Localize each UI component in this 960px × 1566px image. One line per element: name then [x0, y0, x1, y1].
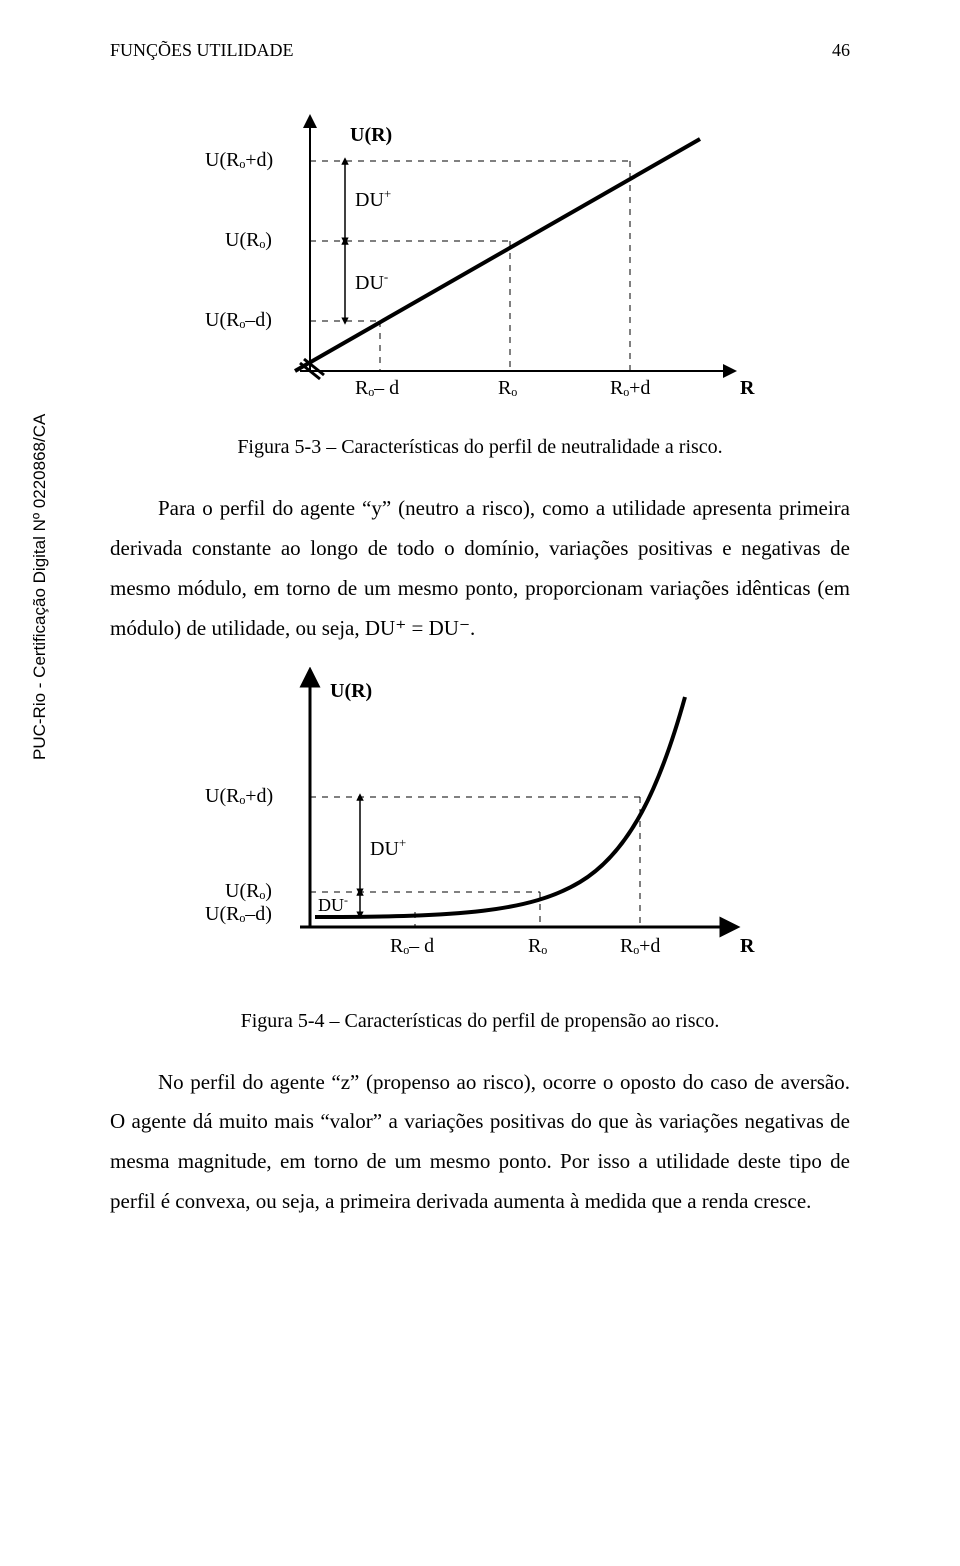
- chart1-ytick-bot: U(Rₒ–d): [205, 309, 272, 331]
- chart1-caption: Figura 5-3 – Características do perfil d…: [110, 436, 850, 459]
- chart2-ytick-top: U(Rₒ+d): [205, 785, 273, 807]
- chart1-xtick-right: Rₒ+d: [610, 377, 650, 399]
- chart2-xtick-mid: Rₒ: [528, 935, 547, 957]
- chart1-x-axis-label: R: [740, 377, 755, 399]
- chart2-xtick-right: Rₒ+d: [620, 935, 660, 957]
- chart1-du-plus: DU+: [355, 186, 391, 211]
- chart1-xtick-mid: Rₒ: [498, 377, 517, 399]
- chart2-x-axis-label: R: [740, 935, 755, 957]
- page-number: 46: [832, 40, 850, 61]
- chart2-du-minus: DU-: [318, 893, 348, 915]
- chart2-du-plus: DU+: [370, 835, 406, 860]
- chart2-caption: Figura 5-4 – Características do perfil d…: [110, 1010, 850, 1033]
- chart1-ytick-top: U(Rₒ+d): [205, 149, 273, 171]
- chart2-y-axis-label: U(R): [330, 680, 372, 702]
- chart2-xtick-left: Rₒ– d: [390, 935, 434, 957]
- paragraph-2: No perfil do agente “z” (propenso ao ris…: [110, 1063, 850, 1223]
- chart2-ytick-bot: U(Rₒ–d): [205, 903, 272, 925]
- certification-sidetext: PUC-Rio - Certificação Digital Nº 022086…: [30, 414, 50, 760]
- chart1-y-axis-label: U(R): [350, 124, 392, 146]
- chart-propension: U(R) R U(Rₒ+d) U(Rₒ) U(Rₒ–d) Rₒ– d Rₒ Rₒ…: [200, 667, 760, 992]
- page-header-title: FUNÇÕES UTILIDADE: [110, 40, 294, 61]
- chart1-xtick-left: Rₒ– d: [355, 377, 399, 399]
- paragraph-1: Para o perfil do agente “y” (neutro a ri…: [110, 489, 850, 649]
- chart-neutrality: U(R) R U(Rₒ+d) U(Rₒ) U(Rₒ–d) Rₒ– d Rₒ Rₒ…: [200, 111, 760, 426]
- chart2-ytick-mid: U(Rₒ): [225, 880, 272, 902]
- chart1-du-minus: DU-: [355, 269, 388, 294]
- chart1-ytick-mid: U(Rₒ): [225, 229, 272, 251]
